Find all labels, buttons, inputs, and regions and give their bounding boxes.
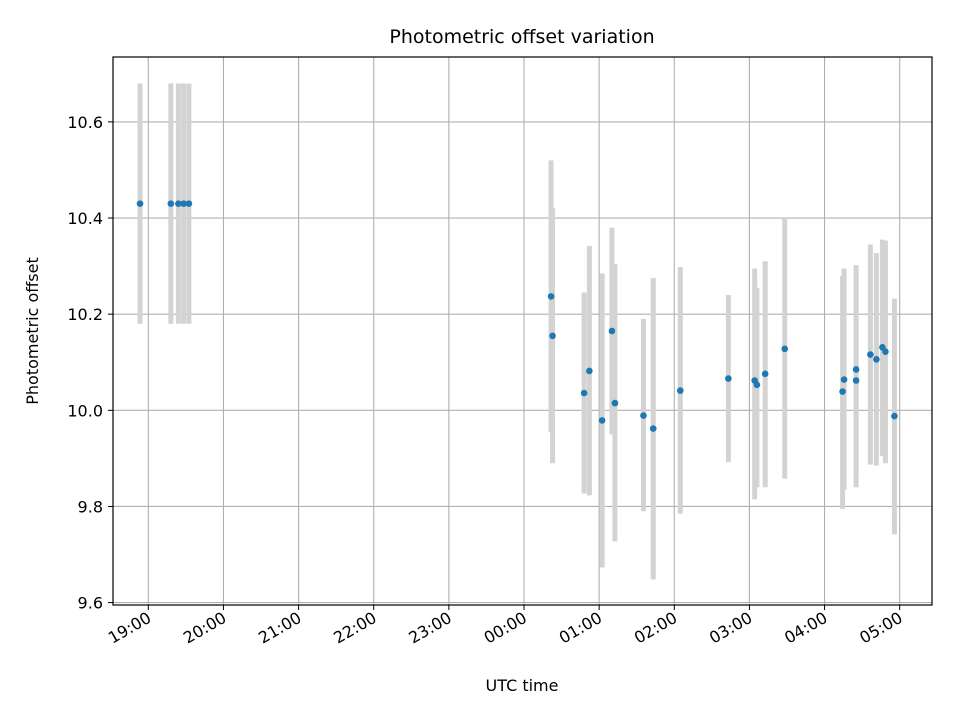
data-point [640,412,647,419]
data-point [167,200,175,207]
data-point [598,417,606,424]
y-tick-label: 10.6 [67,113,103,132]
data-point [649,425,657,432]
data-point [547,293,555,300]
data-point [753,381,761,389]
data-point [873,356,880,363]
data-point [185,200,193,207]
y-tick-label: 10.4 [67,209,103,228]
data-point [867,351,874,358]
y-axis-ticks: 9.6 9.8 10.0 10.2 10.4 10.6 [67,113,113,613]
data-point [882,348,889,355]
data-point [761,370,769,378]
chart-title: Photometric offset variation [389,26,654,48]
y-tick-label: 9.8 [78,497,103,516]
y-tick-label: 9.6 [78,594,103,613]
data-point [852,377,860,384]
x-axis-title: UTC time [486,676,559,695]
data-point [839,388,846,395]
y-tick-label: 10.2 [67,305,103,324]
data-point [586,367,593,375]
data-points [136,200,898,432]
data-point [608,327,616,335]
data-point [180,200,187,207]
plot-frame [112,56,933,606]
grid-lines [113,57,932,605]
y-axis-title: Photometric offset [23,257,42,405]
data-point [175,200,182,207]
data-point [725,375,732,382]
y-tick-label: 10.0 [67,401,103,420]
data-point [549,332,556,340]
data-point [676,387,684,394]
data-point [891,412,898,420]
data-point [136,200,144,207]
data-point [580,389,588,397]
data-point [781,345,789,353]
data-point [852,366,860,373]
data-point [840,376,848,383]
data-point [611,399,619,407]
